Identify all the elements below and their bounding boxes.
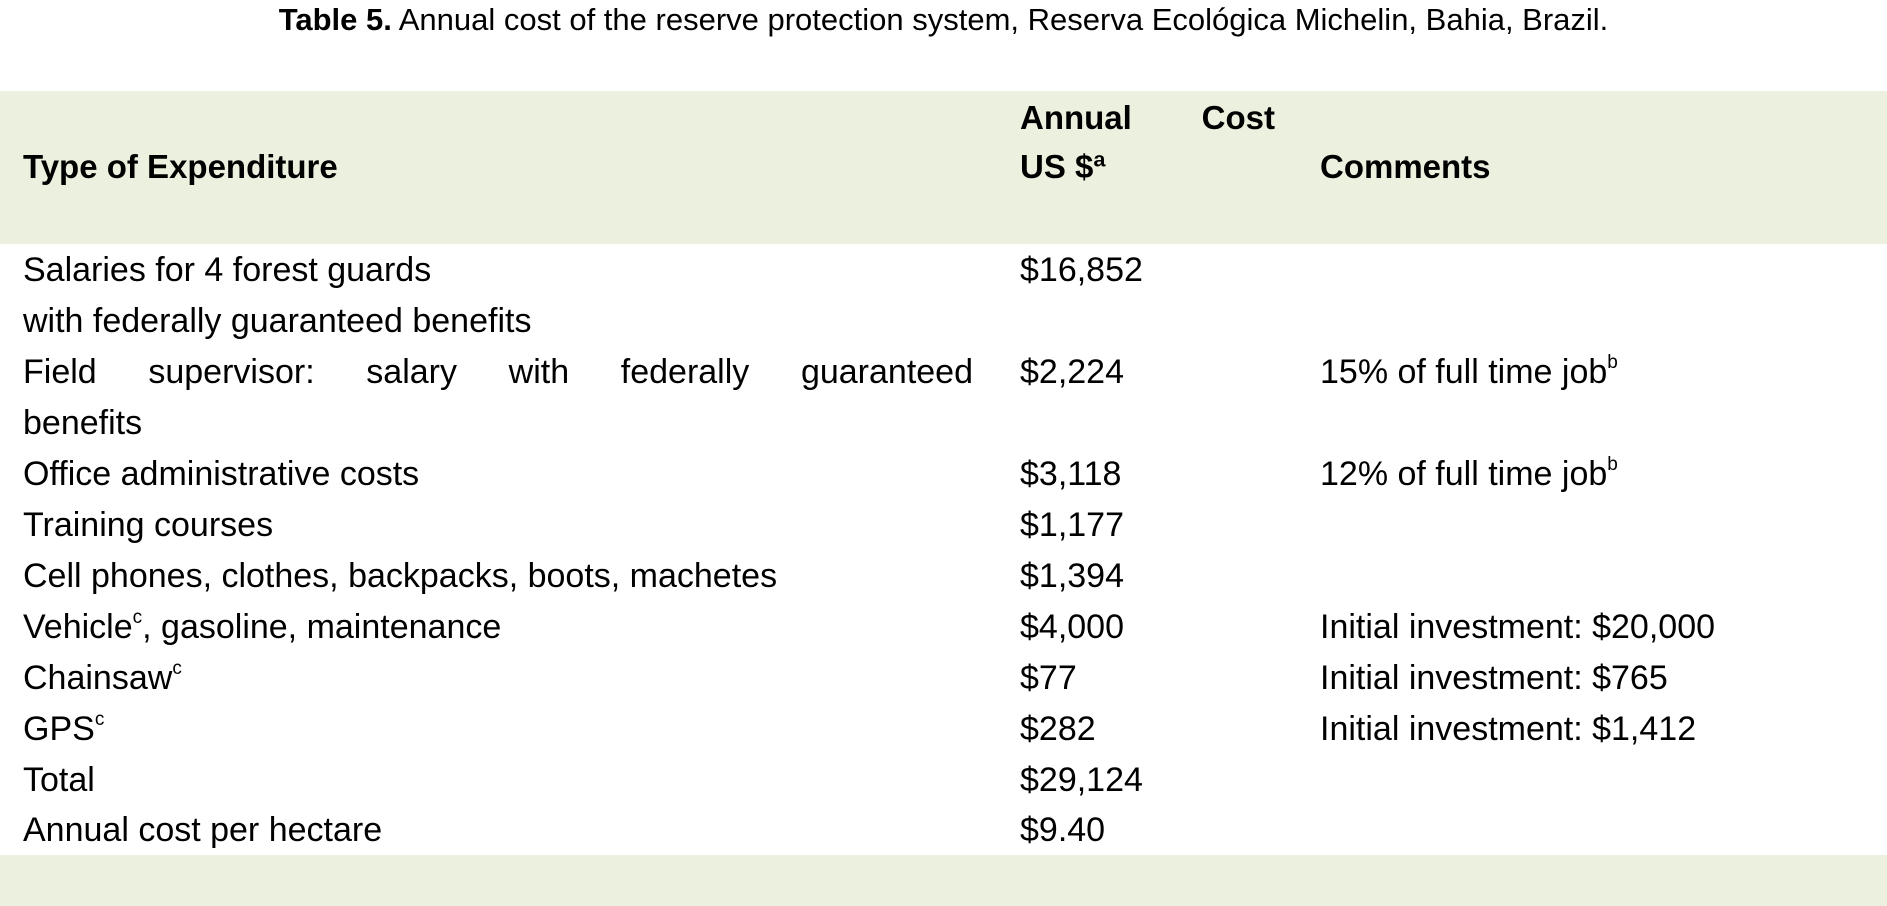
row-equipment-type: Cell phones, clothes, backpacks, boots, …: [23, 557, 778, 595]
type-text-rest: , gasoline, maintenance: [142, 608, 502, 646]
row-field-supervisor-type-line2: benefits: [23, 404, 143, 442]
footnote-marker: c: [172, 658, 182, 679]
type-text: GPS: [23, 710, 95, 748]
footer-band: [0, 855, 1887, 906]
row-office-type: Office administrative costs: [23, 455, 420, 493]
word: guaranteed: [800, 353, 973, 391]
footnote-marker: b: [1607, 352, 1618, 373]
row-vehicle-type: Vehiclec, gasoline, maintenance: [23, 606, 501, 648]
row-salaries-type-line1: Salaries for 4 forest guards: [23, 251, 432, 289]
row-field-supervisor-type-line1: Field supervisor: salary with federally …: [23, 351, 973, 393]
caption-text: Annual cost of the reserve protection sy…: [398, 2, 1609, 37]
header-comments: Comments: [1320, 148, 1491, 185]
word: Field: [23, 353, 97, 391]
word: with: [508, 353, 570, 391]
type-text: Chainsaw: [23, 659, 173, 697]
comment-text: 15% of full time job: [1320, 353, 1608, 391]
row-training-cost: $1,177: [1020, 506, 1124, 544]
row-salaries-type-line2: with federally guaranteed benefits: [23, 302, 532, 340]
header-cost-word: Cost: [1201, 99, 1275, 136]
row-equipment-cost: $1,394: [1020, 557, 1124, 595]
word: supervisor:: [148, 353, 315, 391]
table-caption: Table 5. Annual cost of the reserve prot…: [0, 0, 1887, 40]
row-gps-cost: $282: [1020, 710, 1096, 748]
type-text: Vehicle: [23, 608, 133, 646]
comment-text: 12% of full time job: [1320, 455, 1608, 493]
word: federally: [620, 353, 750, 391]
row-total-cost: $29,124: [1020, 761, 1143, 799]
row-chainsaw-comment: Initial investment: $765: [1320, 659, 1668, 697]
row-vehicle-comment: Initial investment: $20,000: [1320, 608, 1716, 646]
header-annual-cost: Annual Cost: [1020, 96, 1275, 140]
footnote-marker: b: [1607, 454, 1618, 475]
row-chainsaw-cost: $77: [1020, 659, 1077, 697]
row-field-supervisor-cost: $2,224: [1020, 353, 1124, 391]
row-total-type: Total: [23, 761, 95, 799]
row-chainsaw-type: Chainsawc: [23, 657, 182, 699]
footnote-marker: c: [132, 607, 143, 628]
header-annual-word: Annual: [1020, 99, 1132, 136]
row-office-cost: $3,118: [1020, 455, 1122, 493]
caption-label: Table 5.: [278, 2, 392, 37]
word: salary: [366, 353, 457, 391]
row-per-hectare-cost: $9.40: [1020, 811, 1106, 849]
row-gps-type: GPSc: [23, 708, 104, 750]
row-gps-comment: Initial investment: $1,412: [1320, 710, 1697, 748]
row-training-type: Training courses: [23, 506, 274, 544]
row-vehicle-cost: $4,000: [1020, 608, 1124, 646]
row-office-comment: 12% of full time jobb: [1320, 453, 1618, 495]
header-band: [0, 91, 1887, 244]
row-per-hectare-type: Annual cost per hectare: [23, 811, 383, 849]
row-salaries-cost: $16,852: [1020, 251, 1143, 289]
footnote-marker: c: [94, 709, 105, 730]
header-us-dollar: US $ª: [1020, 148, 1106, 185]
header-type-of-expenditure: Type of Expenditure: [23, 148, 338, 185]
row-field-supervisor-comment: 15% of full time jobb: [1320, 351, 1618, 393]
